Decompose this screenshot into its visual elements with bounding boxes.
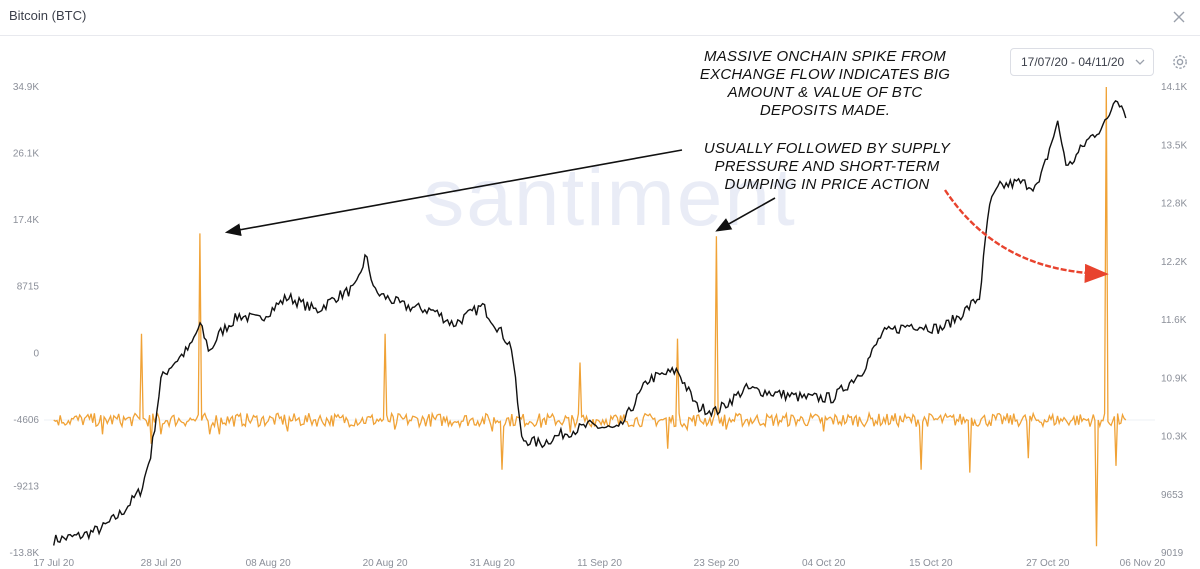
- left-axis-tick-label: -4606: [13, 415, 39, 426]
- close-icon: [1173, 11, 1185, 23]
- x-axis-tick-label: 11 Sep 20: [577, 558, 622, 569]
- right-axis-tick-label: 13.5K: [1161, 140, 1187, 151]
- price-series-line: [53, 100, 1127, 546]
- annotation-bottom: USUALLY FOLLOWED BY SUPPLY PRESSURE AND …: [703, 140, 951, 193]
- date-range-value: 17/07/20 - 04/11/20: [1021, 55, 1125, 69]
- left-axis: 34.9K 26.1K 17.4K 8715 0 -4606 -9213 -13.8K: [10, 82, 40, 559]
- right-axis-tick-label: 12.2K: [1161, 257, 1187, 268]
- chevron-down-icon: [1135, 59, 1145, 65]
- left-axis-tick-label: 0: [33, 348, 39, 359]
- x-axis-tick-label: 06 Nov 20: [1120, 558, 1166, 569]
- arrow-to-second-spike: [715, 197, 776, 232]
- x-axis-tick-label: 31 Aug 20: [470, 558, 515, 569]
- right-axis-tick-label: 9019: [1161, 548, 1184, 559]
- right-axis: 14.1K 13.5K 12.8K 12.2K 11.6K 10.9K 10.3K 9653 9…: [1161, 82, 1187, 559]
- x-axis: 17 Jul 20 28 Jul 20 08 Aug 20 20 Aug 20 31 A…: [33, 558, 1165, 569]
- x-axis-tick-label: 20 Aug 20: [363, 558, 408, 569]
- left-axis-tick-label: -9213: [13, 481, 39, 492]
- x-axis-tick-label: 17 Jul 20: [33, 558, 74, 569]
- right-axis-tick-label: 10.3K: [1161, 432, 1187, 443]
- left-axis-tick-label: 34.9K: [13, 82, 39, 93]
- header-divider: [0, 35, 1200, 36]
- close-button[interactable]: [1168, 6, 1190, 28]
- settings-button[interactable]: [1170, 52, 1190, 72]
- x-axis-tick-label: 04 Oct 20: [802, 558, 846, 569]
- window-title: Bitcoin (BTC): [9, 8, 87, 23]
- left-axis-tick-label: 26.1K: [13, 149, 39, 160]
- date-range-select[interactable]: 17/07/20 - 04/11/20: [1010, 48, 1154, 76]
- arrow-to-price-dip: [944, 189, 1109, 283]
- right-axis-tick-label: 9653: [1161, 490, 1184, 501]
- x-axis-tick-label: 15 Oct 20: [909, 558, 953, 569]
- x-axis-tick-label: 27 Oct 20: [1026, 558, 1070, 569]
- right-axis-tick-label: 11.6K: [1161, 315, 1187, 326]
- right-axis-tick-label: 10.9K: [1161, 373, 1187, 384]
- exchange-flow-series-line: [53, 86, 1127, 547]
- x-axis-tick-label: 08 Aug 20: [246, 558, 291, 569]
- right-axis-tick-label: 14.1K: [1161, 82, 1187, 93]
- left-axis-tick-label: 17.4K: [13, 215, 39, 226]
- arrow-to-first-spike: [224, 149, 683, 237]
- annotation-arrows: [224, 149, 1109, 283]
- x-axis-tick-label: 23 Sep 20: [694, 558, 740, 569]
- left-axis-tick-label: -13.8K: [10, 548, 40, 559]
- annotation-top: MASSIVE ONCHAIN SPIKE FROM EXCHANGE FLOW…: [699, 48, 951, 119]
- x-axis-tick-label: 28 Jul 20: [141, 558, 182, 569]
- right-axis-tick-label: 12.8K: [1161, 199, 1187, 210]
- left-axis-tick-label: 8715: [17, 282, 40, 293]
- gear-icon: [1173, 55, 1187, 69]
